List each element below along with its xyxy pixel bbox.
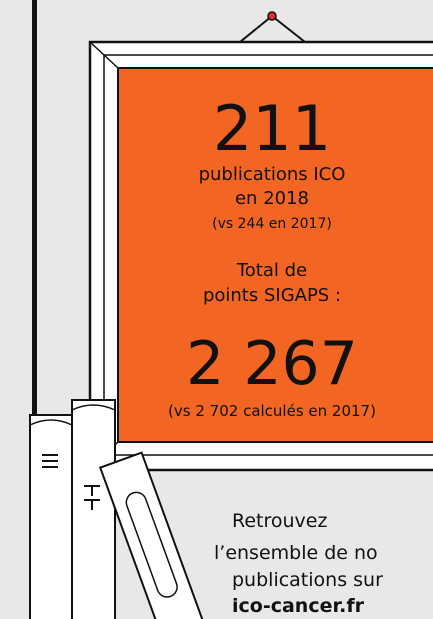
label-line: points SIGAPS : bbox=[203, 285, 341, 306]
footer-line: Retrouvez bbox=[232, 510, 327, 532]
infographic: 211 publications ICO en 2018 (vs 244 en … bbox=[0, 0, 433, 619]
label-line: en 2018 bbox=[235, 188, 309, 209]
footer-line: l’ensemble de no bbox=[214, 542, 378, 564]
count: 211 bbox=[213, 92, 331, 165]
nail bbox=[268, 12, 276, 20]
comparison: (vs 2 702 calculés en 2017) bbox=[168, 402, 376, 420]
footer-link[interactable]: ico-cancer.fr bbox=[232, 595, 365, 617]
points: 2 267 bbox=[186, 329, 358, 399]
label-line: publications ICO bbox=[199, 164, 346, 185]
comparison: (vs 244 en 2017) bbox=[212, 216, 332, 232]
label-line: Total de bbox=[236, 260, 307, 281]
book bbox=[72, 400, 115, 619]
book bbox=[30, 415, 72, 619]
footer-line: publications sur bbox=[232, 569, 383, 591]
page: 211 publications ICO en 2018 (vs 244 en … bbox=[0, 0, 433, 619]
